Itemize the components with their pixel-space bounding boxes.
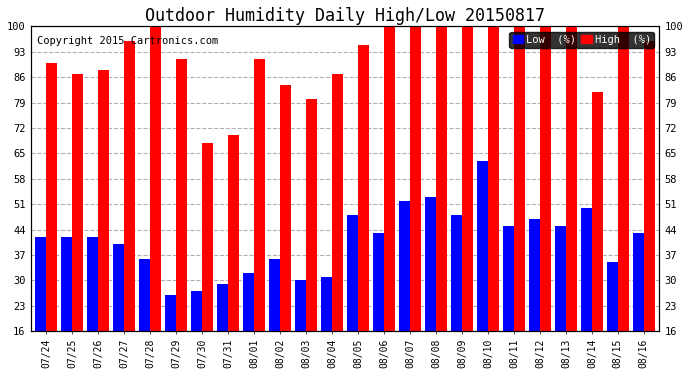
Bar xyxy=(384,27,395,375)
Bar xyxy=(514,27,525,375)
Legend: Low  (%), High  (%): Low (%), High (%) xyxy=(509,32,654,48)
Bar xyxy=(451,215,462,375)
Bar xyxy=(176,59,187,375)
Bar xyxy=(87,237,98,375)
Bar xyxy=(358,45,369,375)
Bar xyxy=(150,27,161,375)
Bar xyxy=(436,27,447,375)
Bar xyxy=(566,27,577,375)
Bar xyxy=(139,258,150,375)
Bar xyxy=(280,84,291,375)
Bar xyxy=(191,291,202,375)
Bar xyxy=(618,27,629,375)
Bar xyxy=(607,262,618,375)
Bar xyxy=(217,284,228,375)
Bar xyxy=(581,208,592,375)
Bar xyxy=(61,237,72,375)
Bar xyxy=(503,226,514,375)
Bar xyxy=(633,233,644,375)
Bar xyxy=(202,142,213,375)
Bar xyxy=(347,215,358,375)
Bar xyxy=(332,74,343,375)
Bar xyxy=(399,201,410,375)
Bar xyxy=(35,237,46,375)
Bar xyxy=(410,27,421,375)
Bar xyxy=(529,219,540,375)
Bar xyxy=(644,41,655,375)
Bar xyxy=(477,160,488,375)
Text: Copyright 2015 Cartronics.com: Copyright 2015 Cartronics.com xyxy=(37,36,218,46)
Bar xyxy=(540,27,551,375)
Bar xyxy=(462,27,473,375)
Bar xyxy=(488,27,499,375)
Bar xyxy=(72,74,83,375)
Bar xyxy=(592,92,603,375)
Title: Outdoor Humidity Daily High/Low 20150817: Outdoor Humidity Daily High/Low 20150817 xyxy=(145,7,545,25)
Bar xyxy=(165,295,176,375)
Bar xyxy=(555,226,566,375)
Bar xyxy=(98,70,109,375)
Bar xyxy=(46,63,57,375)
Bar xyxy=(228,135,239,375)
Bar xyxy=(124,41,135,375)
Bar xyxy=(321,277,332,375)
Bar xyxy=(295,280,306,375)
Bar xyxy=(243,273,254,375)
Bar xyxy=(269,258,280,375)
Bar xyxy=(425,197,436,375)
Bar xyxy=(254,59,265,375)
Bar xyxy=(113,244,124,375)
Bar xyxy=(373,233,384,375)
Bar xyxy=(306,99,317,375)
